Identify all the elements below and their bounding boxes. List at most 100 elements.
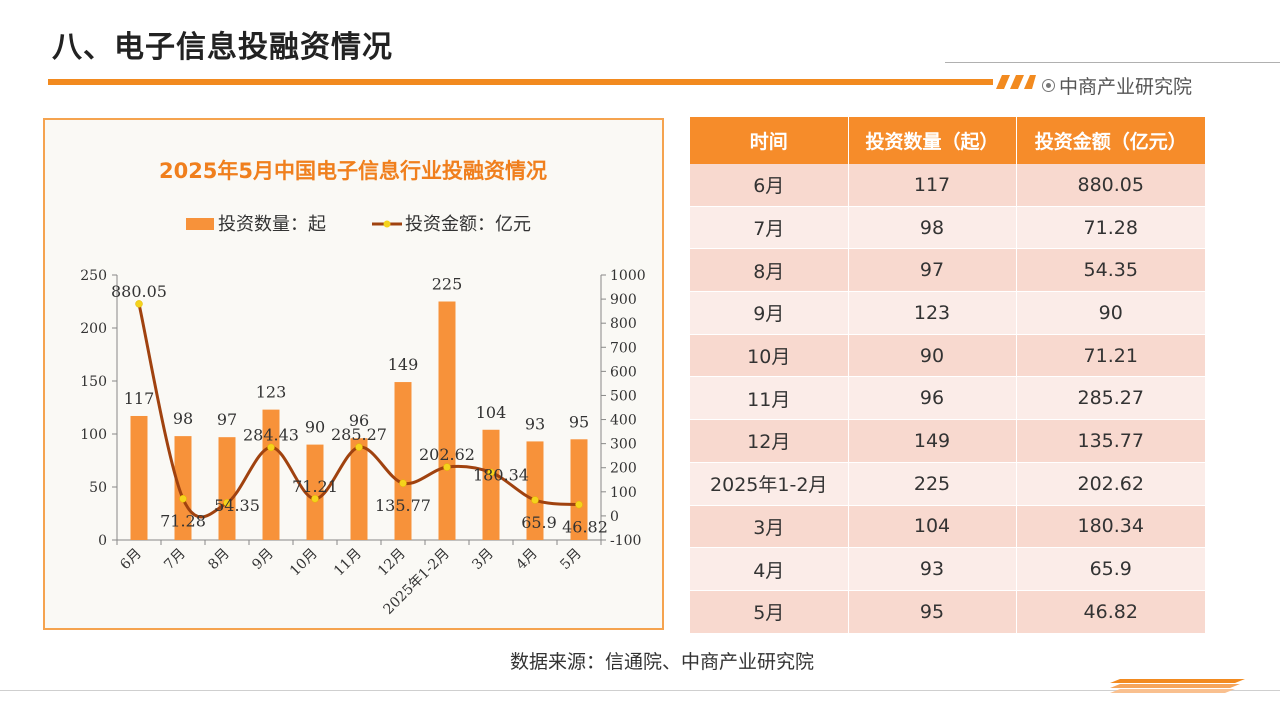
table-cell: 225 <box>848 462 1017 506</box>
brand-logo-icon <box>1042 79 1055 92</box>
table-cell: 5月 <box>690 590 849 634</box>
bar <box>130 415 148 540</box>
table-cell: 93 <box>848 547 1017 591</box>
table-cell: 3月 <box>690 505 849 549</box>
table-cell: 135.77 <box>1016 419 1205 463</box>
table-row: 8月 97 54.35 <box>690 248 1205 293</box>
table-row: 9月 123 90 <box>690 291 1205 335</box>
right-axis-tick-label: 900 <box>610 292 637 308</box>
right-axis-tick-label: 800 <box>610 316 637 332</box>
table-cell: 285.27 <box>1016 376 1205 421</box>
line-data-label: 71.28 <box>160 512 206 531</box>
x-axis-category-label: 4月 <box>513 546 541 574</box>
table-cell: 180.34 <box>1016 505 1205 549</box>
table-cell: 123 <box>848 291 1017 335</box>
table-cell: 149 <box>848 419 1017 463</box>
x-axis-category-label: 8月 <box>205 546 233 574</box>
line-marker <box>223 499 231 507</box>
line-marker <box>575 500 583 509</box>
x-axis-category-label: 10月 <box>287 546 321 580</box>
title-stripes-decoration <box>996 75 1036 89</box>
right-axis-tick-label: 100 <box>610 485 637 501</box>
line-data-label: 71.21 <box>292 477 338 496</box>
table-header-cell: 时间 <box>690 117 849 164</box>
bar-data-label: 149 <box>388 355 419 374</box>
right-axis-tick-label: 600 <box>610 364 637 380</box>
line-data-label: 135.77 <box>375 496 431 515</box>
table-cell: 104 <box>848 505 1017 549</box>
line-marker <box>135 300 143 308</box>
bar-data-label: 104 <box>476 403 507 422</box>
table-cell: 90 <box>1016 291 1205 335</box>
table-row: 10月 90 71.21 <box>690 334 1205 378</box>
line-data-label: 285.27 <box>331 425 387 444</box>
table-cell: 9月 <box>690 291 849 335</box>
bar-data-label: 96 <box>349 411 369 430</box>
table-header-cell: 投资数量（起） <box>848 117 1017 164</box>
right-axis-tick-label: 200 <box>610 461 637 477</box>
table-cell: 90 <box>848 334 1017 378</box>
bar <box>570 439 588 540</box>
bar <box>174 436 192 540</box>
line-data-label: 284.43 <box>243 425 299 444</box>
table-cell: 95 <box>848 590 1017 634</box>
table-cell: 65.9 <box>1016 547 1205 591</box>
line-data-label: 880.05 <box>111 282 167 301</box>
x-axis-category-label: 5月 <box>557 546 585 574</box>
data-table: 时间 投资数量（起） 投资金额（亿元） 6月 117 880.05 7月 98 71.28… <box>690 117 1205 634</box>
table-cell: 71.21 <box>1016 334 1205 378</box>
table-cell: 96 <box>848 376 1017 421</box>
line-data-label: 202.62 <box>419 445 475 464</box>
table-cell: 8月 <box>690 248 849 293</box>
table-row: 6月 117 880.05 <box>690 164 1205 207</box>
table-cell: 2025年1-2月 <box>690 462 849 506</box>
bar-data-label: 117 <box>124 389 155 408</box>
legend-line-marker <box>383 220 391 228</box>
bar-data-label: 123 <box>256 383 287 402</box>
table-row: 7月 98 71.28 <box>690 206 1205 250</box>
table-cell: 97 <box>848 248 1017 293</box>
right-axis-tick-label: 400 <box>610 413 637 429</box>
line-marker <box>311 495 319 503</box>
bar-data-label: 98 <box>173 409 193 428</box>
footer-divider <box>0 690 1280 691</box>
x-axis-category-label: 6月 <box>117 546 145 574</box>
line-marker <box>487 468 495 477</box>
right-axis-tick-label: -100 <box>610 533 641 549</box>
bar <box>350 438 368 540</box>
table-cell: 4月 <box>690 547 849 591</box>
table-cell: 12月 <box>690 419 849 463</box>
bar-data-label: 93 <box>525 414 545 433</box>
line-marker <box>179 494 187 503</box>
table-cell: 11月 <box>690 376 849 421</box>
bar <box>262 409 280 540</box>
bar <box>526 441 544 540</box>
table-row: 12月 149 135.77 <box>690 419 1205 463</box>
x-axis-category-label: 3月 <box>469 546 497 574</box>
line-marker <box>355 443 363 451</box>
chart-title: 2025年5月中国电子信息行业投融资情况 <box>159 159 547 183</box>
left-axis-tick-label: 200 <box>80 321 107 337</box>
bar-data-label: 97 <box>217 410 237 429</box>
brand: 中商产业研究院 <box>1042 72 1192 99</box>
bar <box>482 429 500 540</box>
table-cell: 98 <box>848 206 1017 250</box>
line-data-label: 54.35 <box>214 496 260 515</box>
table-cell: 46.82 <box>1016 590 1205 634</box>
table-header-cell: 投资金额（亿元） <box>1016 117 1205 164</box>
table-cell: 880.05 <box>1016 164 1205 207</box>
table-row: 3月 104 180.34 <box>690 505 1205 549</box>
table-row: 4月 93 65.9 <box>690 547 1205 591</box>
table-cell: 71.28 <box>1016 206 1205 250</box>
header-divider <box>945 62 1280 63</box>
brand-name: 中商产业研究院 <box>1059 76 1193 98</box>
line-marker <box>443 463 451 471</box>
right-axis-tick-label: 500 <box>610 388 637 404</box>
bar-data-label: 90 <box>305 418 325 437</box>
right-axis-tick-label: 1000 <box>610 268 646 284</box>
x-axis-category-label: 9月 <box>249 546 277 574</box>
left-axis-tick-label: 50 <box>89 480 107 496</box>
left-axis-tick-label: 0 <box>98 533 107 549</box>
chart-panel: 2025年5月中国电子信息行业投融资情况 投资数量：起 投资金额：亿元 0 50 100 1… <box>43 118 664 630</box>
